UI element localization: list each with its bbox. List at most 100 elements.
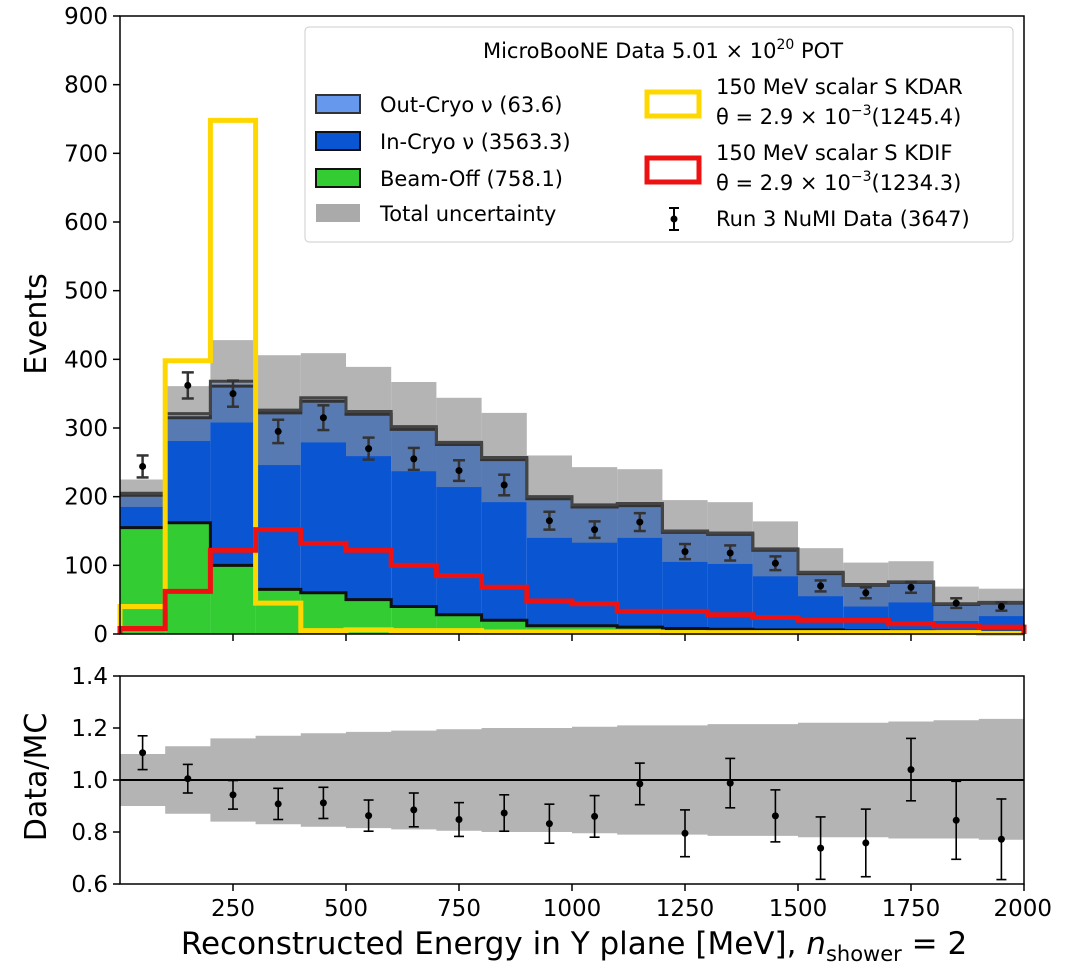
- ratio-point: [544, 803, 555, 844]
- legend-title: MicroBooNE Data 5.01 × 1020 POT: [483, 37, 843, 63]
- unc-band-upper: [120, 479, 166, 494]
- legend-label-data: Run 3 NuMI Data (3647): [716, 207, 970, 231]
- data-point: [498, 473, 511, 497]
- out-cryo-outline: [120, 379, 1024, 606]
- data-point: [227, 379, 239, 408]
- ratio-point: [589, 794, 600, 839]
- x-tick-label: 1750: [882, 896, 941, 922]
- data-point: [769, 555, 782, 572]
- legend-label-kdif-line1: 150 MeV scalar S KDIF: [716, 141, 952, 165]
- ratio-point: [634, 762, 645, 806]
- unc-band-upper: [526, 455, 572, 497]
- ratio-point: [996, 798, 1007, 881]
- unc-band-upper: [300, 353, 346, 398]
- data-point: [181, 371, 194, 400]
- data-point: [136, 454, 149, 479]
- unc-band-upper: [572, 467, 618, 505]
- y-tick-label: 300: [64, 416, 108, 442]
- data-point: [950, 597, 963, 610]
- legend-swatch-out-cryo: [315, 94, 361, 114]
- legend-swatch-beam-off: [315, 168, 361, 188]
- beam-off-bar: [300, 592, 346, 634]
- data-point: [724, 544, 737, 562]
- legend-swatch-kdar: [644, 89, 702, 119]
- ratio-y-ticks: 0.6 0.8 1.0 1.2 1.4: [71, 664, 120, 898]
- main-y-axis-label: Events: [19, 273, 54, 375]
- x-axis-label: Reconstructed Energy in Y plane [MeV], n…: [181, 926, 967, 966]
- main-x-ticks: [232, 634, 1025, 641]
- unc-band-upper: [707, 502, 753, 534]
- unc-band-lower: [933, 603, 979, 621]
- legend: MicroBooNE Data 5.01 × 1020 POT Out-Cryo…: [304, 26, 1014, 243]
- data-point: [362, 436, 375, 461]
- y-tick-label: 200: [64, 485, 108, 511]
- unc-band-upper: [978, 588, 1024, 603]
- x-tick-label: 500: [324, 896, 368, 922]
- unc-band-upper: [346, 366, 392, 412]
- ratio-y-axis-label: Data/MC: [19, 713, 54, 842]
- legend-label-in-cryo: In-Cryo ν (3563.3): [380, 130, 571, 154]
- ratio-point: [770, 789, 781, 843]
- ratio-point: [182, 763, 193, 794]
- ratio-point: [725, 757, 736, 809]
- main-y-ticks: 0 100 200 300 400 500 600 700 800 900: [64, 4, 120, 648]
- ratio-y-tick-label: 0.6: [71, 872, 108, 898]
- ratio-point: [408, 792, 419, 828]
- x-tick-label: 1000: [543, 896, 602, 922]
- kdif-signal-line: [117, 527, 1027, 634]
- unc-band-upper: [255, 355, 301, 411]
- unc-band-upper: [662, 500, 708, 531]
- legend-swatch-total-unc: [316, 204, 360, 222]
- x-tick-label: 750: [437, 896, 481, 922]
- ratio-y-tick-label: 1.0: [71, 768, 108, 794]
- y-tick-label: 400: [64, 347, 108, 373]
- y-tick-label: 800: [64, 73, 108, 99]
- ratio-point: [499, 794, 510, 833]
- ratio-point: [951, 780, 962, 861]
- ratio-point: [906, 737, 916, 802]
- unc-band-upper: [436, 397, 482, 443]
- unc-band-upper: [210, 340, 256, 382]
- unc-band-upper: [798, 548, 844, 573]
- legend-label-out-cryo: Out-Cryo ν (63.6): [380, 93, 562, 117]
- ratio-point: [454, 801, 464, 838]
- ratio-y-tick-label: 1.4: [71, 664, 108, 690]
- legend-label-kdar-line1: 150 MeV scalar S KDAR: [716, 75, 963, 99]
- unc-band-upper: [391, 381, 437, 427]
- y-tick-label: 100: [64, 553, 108, 579]
- x-tick-label: 250: [211, 896, 255, 922]
- x-tick-label: 1500: [769, 896, 828, 922]
- data-point: [995, 601, 1008, 612]
- data-point: [317, 404, 330, 432]
- unc-band-upper: [888, 561, 934, 582]
- y-tick-label: 700: [64, 141, 108, 167]
- data-point: [272, 418, 285, 445]
- ratio-point: [363, 799, 374, 833]
- signal-histograms: [117, 117, 1027, 636]
- y-tick-label: 0: [93, 622, 108, 648]
- legend-label-total-unc: Total uncertainty: [379, 202, 556, 226]
- y-tick-label: 500: [64, 279, 108, 305]
- legend-box: [304, 26, 1014, 243]
- data-point: [905, 580, 917, 595]
- unc-band-upper: [843, 562, 889, 585]
- x-tick-label: 2000: [993, 896, 1052, 922]
- legend-swatch-kdif: [644, 155, 702, 185]
- data-point: [814, 579, 827, 593]
- legend-label-beam-off: Beam-Off (758.1): [380, 167, 563, 191]
- unc-band-upper: [933, 586, 979, 604]
- legend-label-kdar-line2: θ = 2.9 × 10−3(1245.4): [716, 103, 961, 129]
- legend-swatch-in-cryo: [315, 131, 361, 151]
- data-points: [136, 371, 1008, 612]
- data-point: [543, 510, 556, 531]
- y-tick-label: 600: [64, 210, 108, 236]
- ratio-x-ticks: 250 500 750 1000 1250 1500 1750 2000: [211, 884, 1052, 922]
- ratio-point: [228, 779, 238, 810]
- unc-band-upper: [481, 412, 527, 458]
- beam-off-bar: [120, 527, 166, 634]
- stacked-fills: [120, 340, 1024, 634]
- beam-off-bar: [210, 565, 256, 634]
- ratio-y-tick-label: 0.8: [71, 820, 108, 846]
- ratio-point: [318, 786, 329, 820]
